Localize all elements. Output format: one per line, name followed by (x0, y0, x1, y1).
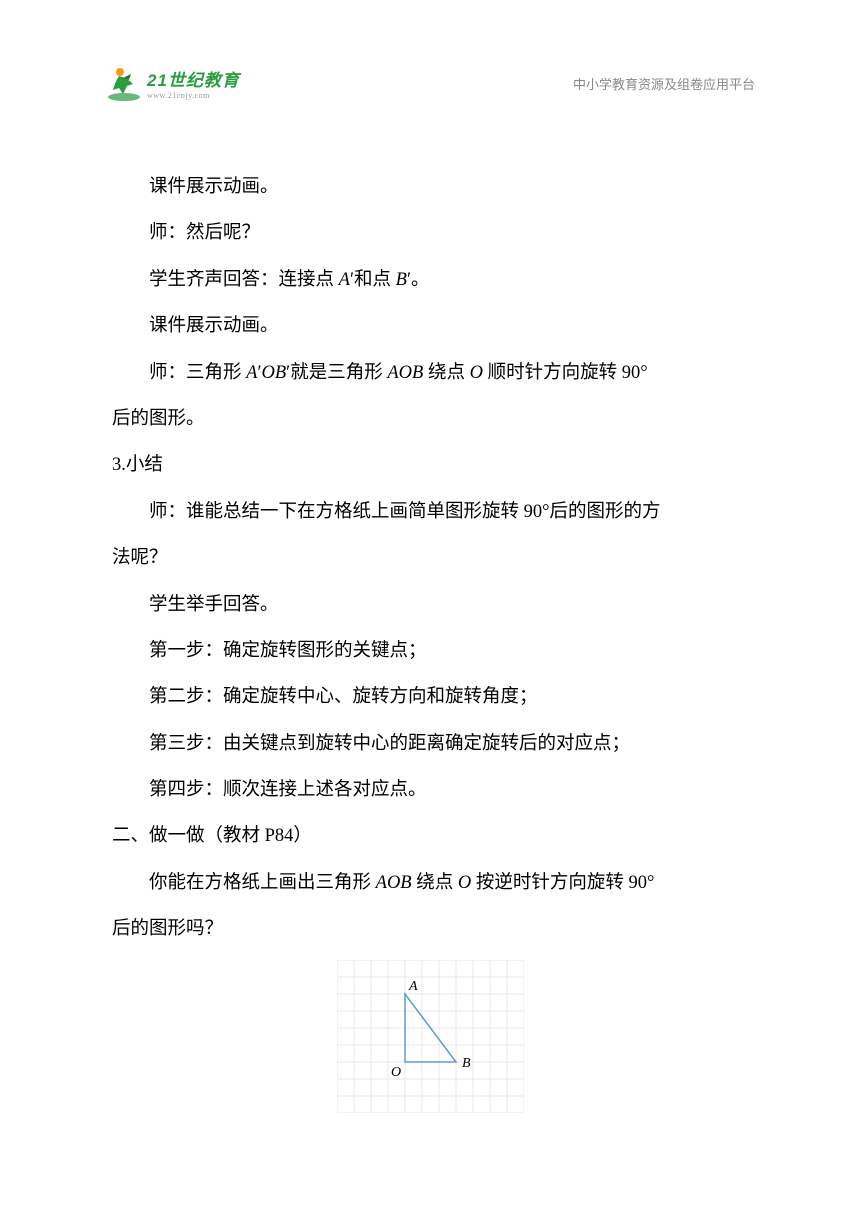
paragraph: 你能在方格纸上画出三角形 AOB 绕点 O 按逆时针方向旋转 90° (112, 861, 748, 905)
section-heading: 3.小结 (112, 443, 748, 487)
paragraph: 第一步：确定旋转图形的关键点； (112, 629, 748, 673)
paragraph: 第二步：确定旋转中心、旋转方向和旋转角度； (112, 675, 748, 719)
paragraph: 师：然后呢？ (112, 211, 748, 255)
logo-main-text: 21世纪教育 (147, 66, 240, 91)
logo-sub-text: www.21cnjy.com (147, 91, 240, 100)
svg-text:O: O (391, 1065, 401, 1080)
paragraph: 第四步：顺次连接上述各对应点。 (112, 768, 748, 812)
logo: 21世纪教育 www.21cnjy.com (105, 64, 240, 102)
paragraph: 学生齐声回答：连接点 A′和点 B′。 (112, 258, 748, 302)
page-header: 21世纪教育 www.21cnjy.com 中小学教育资源及组卷应用平台 (105, 58, 755, 108)
header-right-text: 中小学教育资源及组卷应用平台 (573, 74, 755, 93)
paragraph: 法呢？ (112, 536, 748, 580)
paragraph: 课件展示动画。 (112, 304, 748, 348)
paragraph: 后的图形。 (112, 397, 748, 441)
triangle-grid-figure: A O B (112, 960, 748, 1130)
svg-text:A: A (408, 979, 418, 994)
logo-icon (105, 64, 143, 102)
section-heading: 二、做一做（教材 P84） (112, 814, 748, 858)
svg-text:B: B (462, 1056, 471, 1071)
paragraph: 后的图形吗？ (112, 907, 748, 951)
paragraph: 师：谁能总结一下在方格纸上画简单图形旋转 90°后的图形的方 (112, 490, 748, 534)
grid-diagram: A O B (337, 960, 524, 1113)
paragraph: 学生举手回答。 (112, 583, 748, 627)
paragraph: 课件展示动画。 (112, 165, 748, 209)
paragraph: 师：三角形 A′OB′就是三角形 AOB 绕点 O 顺时针方向旋转 90° (112, 351, 748, 395)
paragraph: 第三步：由关键点到旋转中心的距离确定旋转后的对应点； (112, 722, 748, 766)
logo-text: 21世纪教育 www.21cnjy.com (147, 66, 240, 100)
document-content: 课件展示动画。 师：然后呢？ 学生齐声回答：连接点 A′和点 B′。 课件展示动… (112, 165, 748, 1130)
